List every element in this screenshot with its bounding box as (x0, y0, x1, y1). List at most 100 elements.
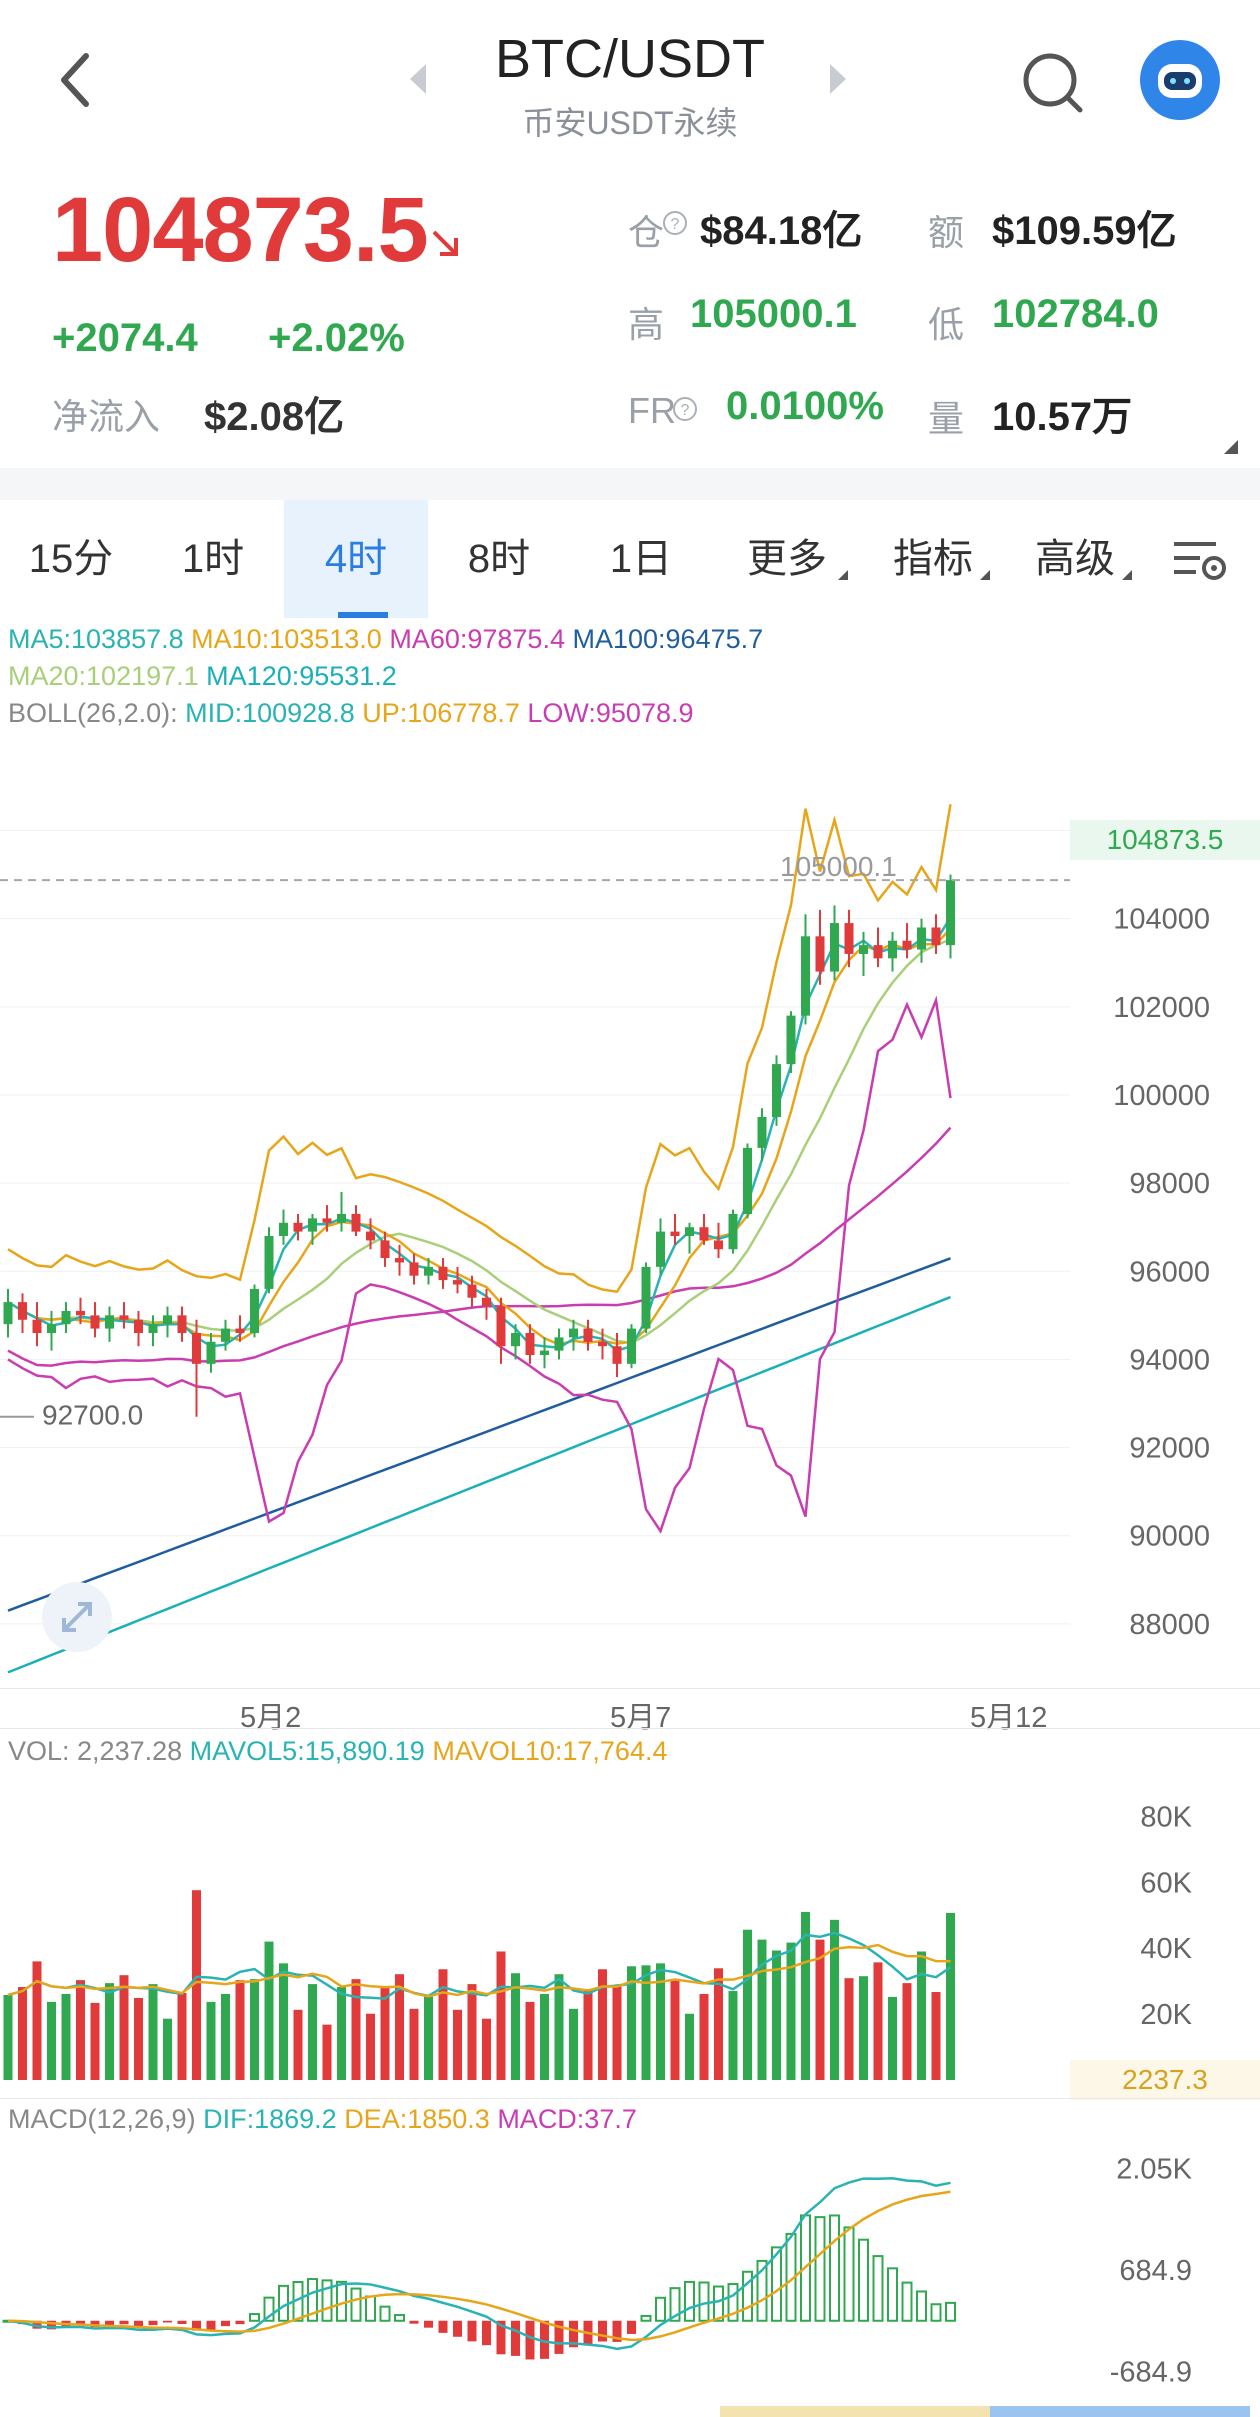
macd-bar (105, 2320, 114, 2326)
tab-8h[interactable]: 8时 (467, 537, 531, 581)
volume-chart[interactable]: 80K 60K 40K 20K (0, 1770, 1260, 2090)
search-icon[interactable] (1018, 48, 1088, 118)
volume-bar (438, 1969, 448, 2080)
boll-lower-line (7, 995, 952, 1534)
volume-bar (163, 2018, 172, 2080)
candle-body (308, 1218, 317, 1232)
candle-body (743, 1147, 752, 1214)
netflow-label: 净流入 (52, 396, 161, 437)
next-pair-icon[interactable] (830, 64, 846, 94)
ma60-line (7, 1126, 952, 1367)
volume-bar (670, 1979, 680, 2080)
macd-bar (90, 2320, 100, 2328)
candle-body (612, 1346, 622, 1364)
macd-bar (930, 2303, 942, 2322)
candle-body (902, 940, 912, 950)
candle-body (815, 936, 825, 972)
candle-body (569, 1328, 578, 1338)
candle-body (119, 1315, 129, 1320)
boll-up-label: UP:106778.7 (362, 698, 520, 728)
volume-bar (482, 2018, 491, 2080)
macd-bar (76, 2320, 85, 2326)
mavol5-line (7, 1931, 952, 2000)
candlestick-chart[interactable]: 1060001040001020001000009800096000940009… (0, 740, 1260, 1700)
macd-bar (350, 2287, 362, 2322)
macd-bar (307, 2278, 318, 2322)
candle-body (395, 1258, 404, 1263)
back-arrow-icon[interactable] (52, 40, 112, 120)
boll-upper-line (7, 804, 952, 1294)
y-tick-label: 102000 (1113, 992, 1210, 1024)
volume-last-text: 2237.3 (1122, 2064, 1208, 2095)
candle-body (134, 1319, 143, 1333)
volume-bar (728, 1991, 738, 2080)
macd-bar (192, 2320, 201, 2331)
tab-15m[interactable]: 15分 (28, 537, 114, 581)
y-tick-label: 98000 (1129, 1168, 1210, 1200)
macd-bar (727, 2283, 739, 2322)
volume-label: 量 (928, 398, 965, 439)
y-tick-label: 88000 (1129, 1609, 1210, 1641)
avatar[interactable] (1140, 40, 1220, 120)
macd-bar (612, 2320, 622, 2342)
candle-body (873, 945, 883, 959)
turnover-label: 额 (928, 212, 965, 253)
fullscreen-button[interactable] (42, 1582, 112, 1652)
previous-pair-icon[interactable] (410, 64, 426, 94)
candle-body (279, 1222, 288, 1237)
volume-bar (279, 1963, 288, 2080)
candle-body (250, 1288, 259, 1333)
candle-body (322, 1218, 332, 1223)
candle-body (3, 1302, 13, 1325)
price-change-percent: +2.02% (268, 316, 405, 360)
chart-settings-icon[interactable] (1170, 536, 1230, 584)
macd-bar (771, 2246, 782, 2322)
candle-body (467, 1284, 477, 1298)
volume-bar (844, 1978, 854, 2080)
volume-bar (873, 1962, 883, 2080)
y-tick-label: 92000 (1129, 1433, 1210, 1465)
corner-expand-icon[interactable] (1224, 440, 1238, 454)
svg-text:?: ? (671, 216, 680, 233)
volume-bar (714, 1968, 723, 2080)
tab-4h[interactable]: 4时 (284, 500, 428, 618)
candle-body (830, 923, 839, 972)
netflow-value: $2.08亿 (204, 395, 345, 439)
ma-legend-row2: MA20:102197.1 MA120:95531.2 (8, 661, 397, 692)
macd-bar (756, 2259, 768, 2322)
candle-body (772, 1064, 781, 1118)
volume-bar (467, 1984, 477, 2080)
macd-bar (684, 2280, 695, 2322)
volume-bar (235, 1980, 245, 2080)
tab-1h[interactable]: 1时 (181, 537, 245, 581)
candle-body (627, 1328, 636, 1364)
macd-bar (569, 2320, 578, 2348)
tab-indicators[interactable]: 指标 (893, 537, 973, 581)
candle-body (163, 1315, 172, 1325)
info-icon[interactable]: ? (662, 210, 688, 236)
volume-bar (931, 1992, 941, 2080)
tab-advanced[interactable]: 高级 (1035, 537, 1115, 581)
candle-body (540, 1350, 549, 1356)
candle-body (670, 1231, 680, 1237)
y-tick-label: 104000 (1113, 904, 1210, 936)
volume-bar (105, 1983, 114, 2080)
dif-label: DIF:1869.2 (203, 2104, 337, 2134)
tab-more[interactable]: 更多 (747, 537, 827, 581)
macd-bar (221, 2320, 230, 2327)
candle-body (525, 1332, 535, 1356)
tab-1d[interactable]: 1日 (609, 537, 673, 581)
info-icon[interactable]: ? (672, 396, 698, 422)
volume-bar (32, 1961, 42, 2080)
volume-bar (221, 1993, 230, 2080)
pair-title[interactable]: BTC/USDT (495, 29, 765, 89)
funding-rate-value: 0.0100% (726, 384, 884, 428)
volume-bar (90, 2002, 100, 2080)
candle-body (177, 1315, 187, 1333)
candle-body (18, 1302, 27, 1320)
macd-bar (453, 2320, 462, 2337)
macd-bar (598, 2320, 607, 2342)
macd-chart[interactable]: 2.05K 684.9 -684.9 (0, 2140, 1260, 2410)
advanced-dropdown-icon (1122, 570, 1132, 580)
candle-body (917, 927, 926, 950)
